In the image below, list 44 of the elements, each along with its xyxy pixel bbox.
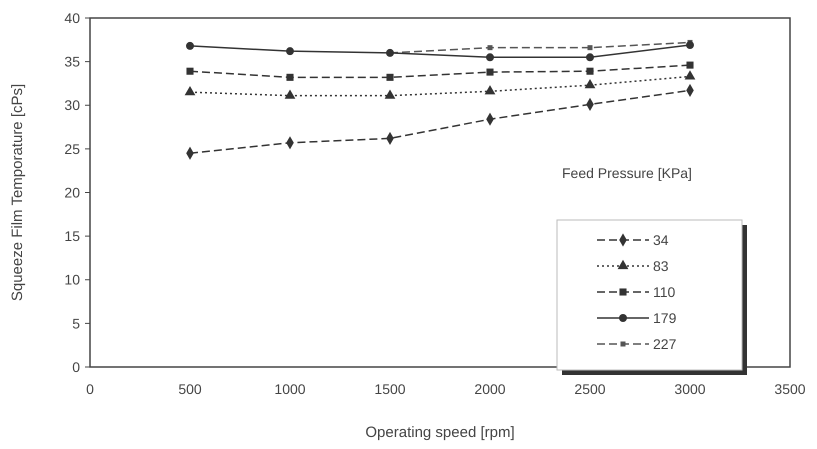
x-tick-label: 3000 (674, 381, 706, 397)
y-tick-label: 15 (64, 228, 80, 244)
legend-label: 179 (653, 310, 677, 326)
point (584, 78, 596, 88)
point (686, 41, 694, 50)
x-tick-label: 3500 (774, 381, 806, 397)
point (286, 47, 294, 56)
point (486, 53, 494, 62)
legend-label: 83 (653, 258, 669, 274)
x-tick-label: 1500 (374, 381, 406, 397)
x-tick-label: 1000 (274, 381, 306, 397)
point (484, 85, 496, 94)
point (486, 68, 494, 76)
y-tick-label: 10 (64, 272, 80, 288)
y-tick-label: 35 (64, 54, 80, 70)
y-tick-label: 20 (64, 184, 80, 200)
legend-title: Feed Pressure [KPa] (562, 165, 692, 181)
y-tick-label: 40 (64, 10, 80, 26)
point (286, 74, 294, 81)
point (586, 68, 594, 75)
point (284, 89, 296, 99)
point (186, 42, 194, 50)
point (586, 53, 594, 62)
legend-label: 227 (653, 336, 677, 352)
point (386, 74, 394, 81)
legend-label: 110 (653, 284, 676, 300)
point (184, 86, 196, 96)
point (488, 45, 492, 50)
point (186, 68, 194, 75)
y-tick-label: 5 (72, 315, 80, 332)
x-tick-label: 0 (86, 381, 94, 397)
x-tick-label: 2500 (574, 381, 606, 397)
y-tick-label: 30 (64, 97, 80, 114)
point (684, 70, 696, 80)
x-tick-label: 2000 (474, 381, 506, 397)
y-tick-label: 0 (72, 358, 80, 375)
x-tick-label: 500 (178, 381, 202, 397)
legend-label: 34 (653, 232, 669, 248)
y-tick-label: 25 (64, 140, 80, 157)
point (686, 62, 694, 69)
point (588, 45, 592, 50)
y-axis-title: Squeeze Film Temporature [cPs] (9, 84, 26, 302)
x-axis-title: Operating speed [rpm] (365, 424, 515, 441)
point (384, 89, 396, 99)
